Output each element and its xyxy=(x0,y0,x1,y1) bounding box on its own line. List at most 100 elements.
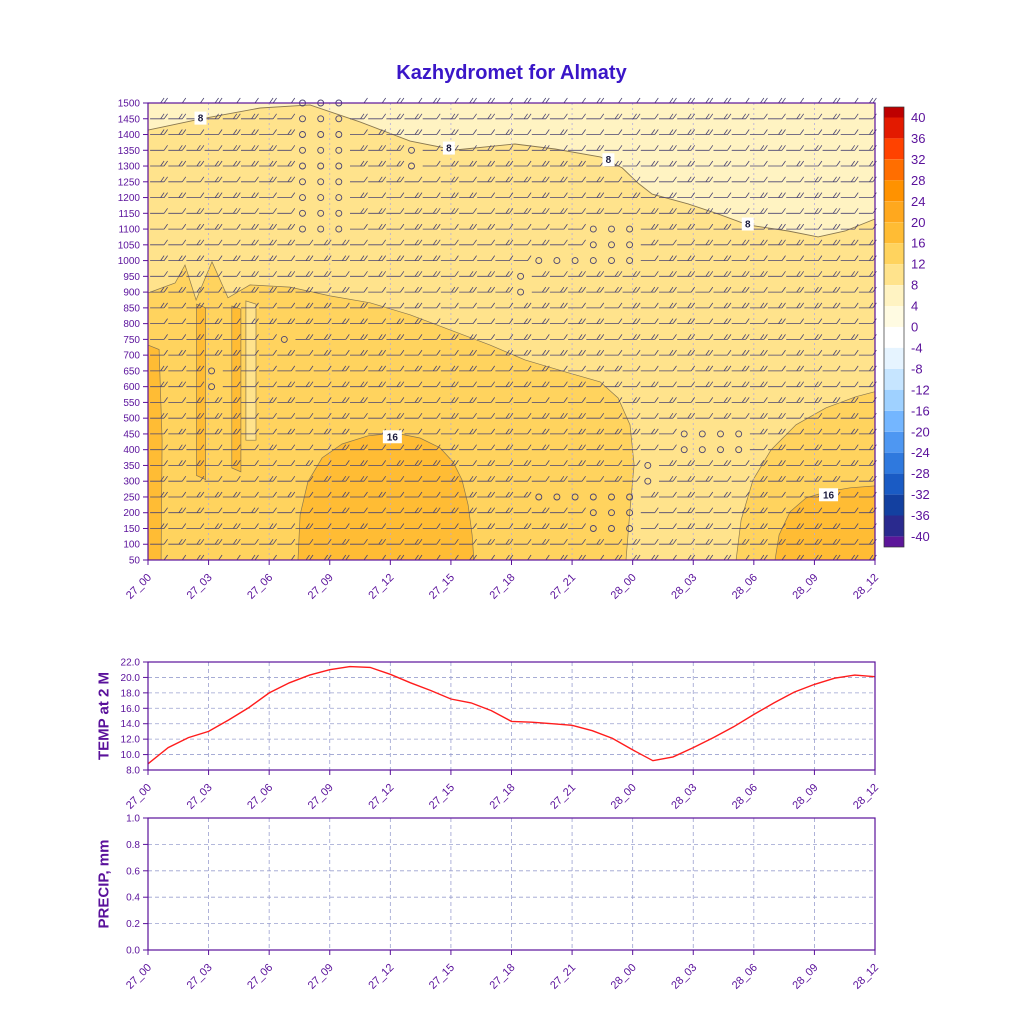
contour-label: 8 xyxy=(446,144,452,155)
calm-circle xyxy=(299,225,306,233)
colorbar-tick-label: 24 xyxy=(911,194,925,209)
level-tick-label: 1100 xyxy=(118,225,140,236)
colorbar-tick-label: 4 xyxy=(911,299,918,314)
calm-circle xyxy=(735,446,743,454)
calm-circle xyxy=(626,509,634,517)
calm-circle xyxy=(553,493,561,501)
time-tick-label: 27_00 xyxy=(124,572,154,602)
calm-circle xyxy=(608,257,615,265)
time-tick-label: 28_09 xyxy=(790,572,820,602)
calm-circle xyxy=(299,115,306,123)
level-tick-label: 200 xyxy=(123,508,140,519)
colorbar-tick-label: -16 xyxy=(911,403,930,418)
time-tick-label: 28_03 xyxy=(669,572,699,602)
level-tick-label: 1150 xyxy=(118,209,140,220)
colorbar-segment xyxy=(884,243,904,265)
calm-circle xyxy=(317,225,325,233)
contour-label: 8 xyxy=(198,114,204,125)
colorbar-segment xyxy=(884,536,904,547)
y-tick-label: 8.0 xyxy=(126,766,140,777)
strip-16-b xyxy=(231,305,242,473)
colorbar-tick-label: -24 xyxy=(911,445,930,460)
y-tick-label: 20.0 xyxy=(121,673,141,684)
calm-circle xyxy=(208,383,216,391)
x-tick-label: 27_09 xyxy=(306,782,336,812)
y-tick-label: 10.0 xyxy=(121,750,141,761)
calm-circle xyxy=(335,131,343,138)
calm-circle xyxy=(626,257,634,265)
y-tick-label: 18.0 xyxy=(121,688,141,699)
y-tick-label: 0.4 xyxy=(126,893,140,904)
colorbar-tick-label: -28 xyxy=(911,466,930,481)
calm-circle xyxy=(335,225,343,233)
calm-circle xyxy=(680,446,688,454)
colorbar-tick-label: 0 xyxy=(911,320,918,335)
y-tick-label: 0.0 xyxy=(126,946,140,957)
x-tick-label: 28_03 xyxy=(669,962,699,992)
calm-circle xyxy=(335,178,343,186)
colorbar-segment xyxy=(884,410,904,432)
colorbar-tick-label: 8 xyxy=(911,278,918,293)
colorbar-segment xyxy=(884,117,904,139)
x-tick-label: 28_00 xyxy=(609,782,639,812)
calm-circle xyxy=(608,525,615,532)
calm-circle xyxy=(608,493,615,501)
calm-circle xyxy=(299,146,306,154)
calm-circle xyxy=(571,493,579,501)
x-tick-label: 28_12 xyxy=(851,782,881,812)
x-tick-label: 27_21 xyxy=(548,962,578,992)
x-tick-label: 27_15 xyxy=(427,962,457,992)
level-tick-label: 950 xyxy=(123,272,140,283)
calm-circle xyxy=(335,194,343,202)
precip-axis-label: PRECIP, mm xyxy=(95,839,113,929)
level-tick-label: 1450 xyxy=(118,114,141,125)
x-tick-label: 27_03 xyxy=(185,782,215,812)
calm-circle xyxy=(299,194,306,202)
colorbar-segment xyxy=(884,368,904,390)
temp-axis-label: TEMP at 2 M xyxy=(95,671,113,761)
calm-circle xyxy=(408,146,415,154)
x-tick-label: 28_03 xyxy=(669,782,699,812)
colorbar-segment xyxy=(884,473,904,495)
colorbar-segment xyxy=(884,452,904,474)
level-tick-label: 750 xyxy=(123,335,140,346)
y-tick-label: 1.0 xyxy=(126,814,140,825)
calm-circle xyxy=(626,493,634,501)
y-tick-label: 0.8 xyxy=(126,840,140,851)
level-tick-label: 1250 xyxy=(118,177,141,188)
colorbar-segment xyxy=(884,285,904,306)
calm-circle xyxy=(589,493,597,501)
x-tick-label: 27_12 xyxy=(366,962,396,992)
strip-16-a xyxy=(196,303,206,481)
contour-label-box xyxy=(442,141,455,155)
level-tick-label: 250 xyxy=(123,492,140,503)
time-tick-label: 28_12 xyxy=(851,572,881,602)
temp-panel-series-line xyxy=(147,665,876,765)
colorbar-segment xyxy=(884,264,904,285)
calm-circle xyxy=(317,131,325,138)
x-tick-label: 27_12 xyxy=(366,782,396,812)
level-tick-label: 100 xyxy=(123,540,140,551)
level-tick-label: 1050 xyxy=(118,240,141,251)
calm-circle xyxy=(299,131,306,138)
level-tick-label: 1200 xyxy=(118,193,141,204)
colorbar-segment xyxy=(884,515,904,537)
level-tick-label: 900 xyxy=(123,288,140,299)
level-tick-label: 500 xyxy=(123,414,140,425)
colorbar-tick-label: -4 xyxy=(911,340,923,355)
calm-circle xyxy=(589,525,597,532)
y-tick-label: 22.0 xyxy=(121,658,141,669)
x-tick-label: 27_00 xyxy=(124,962,154,992)
colorbar: 4036322824201612840-4-8-12-16-20-24-28-3… xyxy=(883,106,930,548)
time-tick-label: 27_12 xyxy=(366,572,396,602)
calm-circle xyxy=(535,257,543,265)
colorbar-segment xyxy=(884,431,904,453)
level-tick-label: 150 xyxy=(123,524,140,535)
level-tick-label: 650 xyxy=(123,366,140,377)
calm-circle xyxy=(717,446,724,454)
time-tick-label: 28_06 xyxy=(730,572,760,602)
temp-panel-grid xyxy=(148,662,875,770)
calm-circle xyxy=(335,162,343,170)
calm-circle xyxy=(335,146,343,154)
